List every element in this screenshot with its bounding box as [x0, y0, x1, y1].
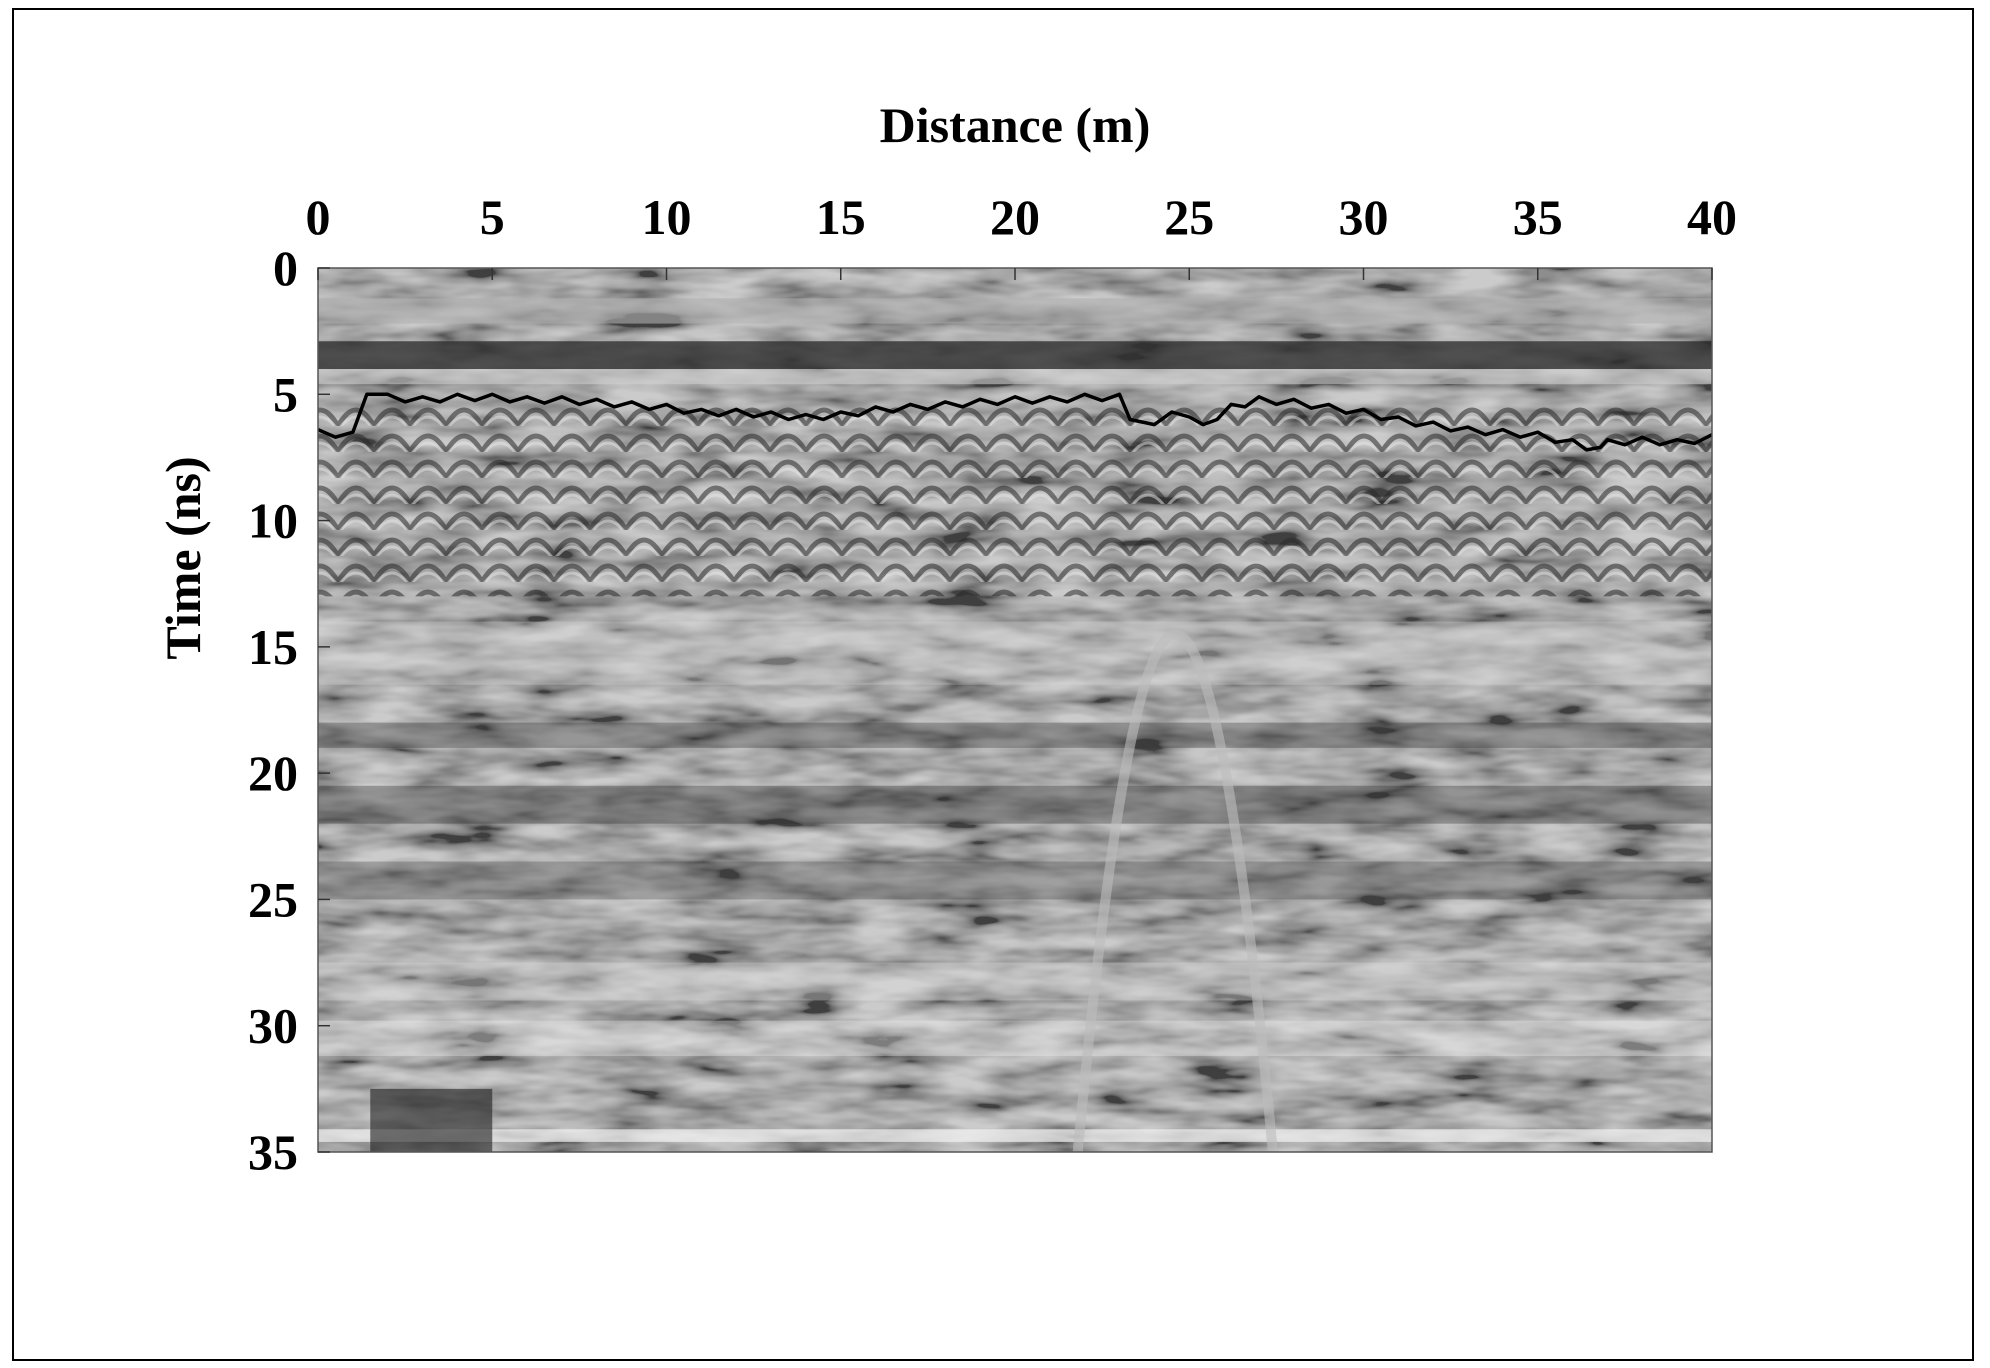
x-tick-labels: 0 5 10 15 20 25 30 35 40: [306, 189, 1738, 245]
y-tick-label: 0: [273, 240, 298, 296]
x-tick-label: 20: [990, 189, 1040, 245]
dark-anomaly: [370, 1088, 493, 1152]
reflection-band: [318, 1129, 1712, 1142]
diffraction-hyperbola: [1072, 629, 1278, 1152]
plot-area: [318, 268, 1712, 1152]
axis-ticks: [317, 267, 1713, 1153]
x-tick-label: 30: [1339, 189, 1389, 245]
x-tick-label: 10: [642, 189, 692, 245]
y-tick-label: 35: [248, 1124, 298, 1180]
reflection-band: [318, 785, 1712, 824]
reflection-band: [318, 621, 1712, 685]
interface-pick-line: [318, 392, 1712, 452]
x-tick-label: 25: [1164, 189, 1214, 245]
y-axis-title: Time (ns): [155, 456, 211, 659]
y-tick-label: 20: [248, 745, 298, 801]
y-tick-labels: 0 5 10 15 20 25 30 35: [248, 240, 298, 1180]
y-tick-label: 10: [248, 493, 298, 549]
radargram-texture: [318, 268, 1712, 1152]
y-tick-label: 25: [248, 871, 298, 927]
y-tick-label: 15: [248, 619, 298, 675]
x-tick-label: 5: [480, 189, 505, 245]
reflection-band: [318, 298, 1712, 324]
diffraction-hyperbolas: [318, 406, 1712, 597]
x-tick-label: 35: [1513, 189, 1563, 245]
reflection-bands: [318, 298, 1712, 1152]
y-tick-label: 30: [248, 998, 298, 1054]
x-tick-label: 0: [306, 189, 331, 245]
reflection-band: [318, 369, 1712, 385]
x-axis-title: Distance (m): [880, 97, 1151, 153]
radargram-chart: Distance (m) Time (ns) 0 5 10 15 20 25 30 35 40 …: [155, 97, 1738, 1180]
x-tick-label: 15: [816, 189, 866, 245]
reflection-band: [318, 1020, 1712, 1057]
figure-frame: Distance (m) Time (ns) 0 5 10 15 20 25 30 35 40 …: [12, 8, 1974, 1361]
reflection-band: [318, 861, 1712, 900]
x-tick-label: 40: [1687, 189, 1737, 245]
reflection-band: [318, 722, 1712, 748]
reflection-band: [318, 341, 1712, 370]
y-tick-label: 5: [273, 366, 298, 422]
series-layer: [318, 392, 1712, 452]
reflection-band: [318, 962, 1712, 1001]
